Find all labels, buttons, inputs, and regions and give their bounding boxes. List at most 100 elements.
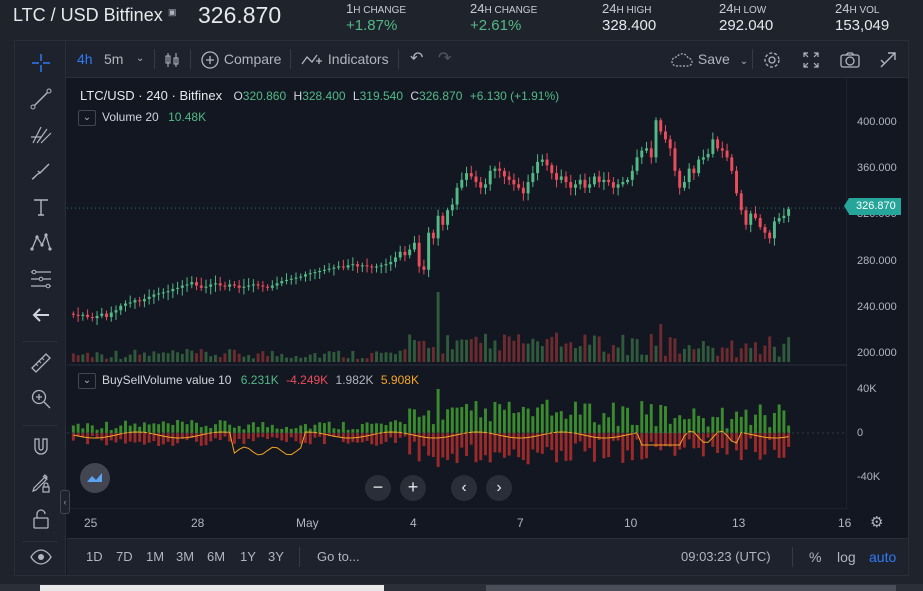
save-button[interactable]: Save ⌄ [670, 41, 748, 77]
candle [285, 279, 288, 282]
volume-collapse-icon[interactable]: ⌄ [78, 110, 96, 126]
buy-volume-bar [81, 428, 85, 433]
candle [394, 257, 397, 262]
sell-volume-bar [498, 433, 502, 453]
volume-bar [214, 354, 217, 362]
lock-drawings-icon[interactable] [27, 469, 55, 497]
tradingview-logo-icon[interactable] [80, 463, 110, 493]
compare-button[interactable]: Compare [200, 41, 281, 77]
percent-scale-toggle[interactable]: % [809, 549, 822, 565]
camera-icon[interactable] [839, 41, 861, 77]
zoom-in-button[interactable]: + [400, 475, 426, 501]
zoom-in-icon[interactable] [27, 385, 55, 413]
volume-bar [588, 344, 592, 362]
crosshair-icon[interactable] [27, 49, 55, 77]
interval-4h[interactable]: 4h [77, 51, 93, 67]
buy-volume-bar [313, 424, 317, 433]
sell-volume-bar [649, 433, 653, 442]
magnet-icon[interactable] [27, 433, 55, 461]
volume-bar [81, 354, 85, 362]
sell-volume-bar [90, 433, 94, 437]
volume-bar [777, 356, 781, 362]
volume-bar [735, 357, 738, 362]
publish-icon[interactable] [878, 41, 898, 77]
volume-bar [247, 354, 251, 362]
buy-volume-bar [626, 407, 630, 433]
legend-close-label: C [410, 89, 420, 103]
volume-bar [289, 357, 293, 362]
undo-icon[interactable]: ↶ [410, 50, 424, 67]
candle [678, 170, 682, 188]
toolbar-separator [154, 49, 155, 69]
candle [332, 267, 336, 269]
volume-bar [232, 349, 236, 362]
ruler-icon[interactable] [27, 349, 55, 377]
trend-line-icon[interactable] [27, 85, 55, 113]
lock-icon[interactable] [27, 505, 55, 533]
chart-toolbar: 4h 5m ⌄ Compare Indicators ↶ ↷ Save ⌄ [66, 41, 908, 78]
gear-icon[interactable] [762, 41, 782, 77]
buy-volume-bar [327, 421, 331, 433]
collapse-toolbar-icon[interactable]: ‹ [60, 490, 70, 514]
ticker-pair[interactable]: LTC / USD Bitfinex [13, 5, 163, 25]
log-scale-toggle[interactable]: log [837, 549, 856, 565]
fullscreen-icon[interactable] [802, 41, 820, 77]
auto-scale-toggle[interactable]: auto [869, 549, 897, 565]
page-scrollbar-thumb[interactable] [40, 585, 384, 591]
volume-bar [649, 334, 653, 362]
indicators-button[interactable]: Indicators [300, 41, 389, 77]
ticker-header: LTC / USD Bitfinex ▣ 326.870 1H CHANGE +1… [0, 0, 923, 40]
buy-volume-bar [360, 424, 364, 433]
text-tool-icon[interactable] [27, 193, 55, 221]
zoom-out-button[interactable]: − [365, 475, 391, 501]
axis-settings-gear-icon[interactable]: ⚙ [870, 514, 884, 531]
brush-icon[interactable] [27, 157, 55, 185]
save-label: Save [697, 51, 730, 67]
range-1y[interactable]: 1Y [240, 549, 256, 564]
page-scrollbar-segment[interactable] [486, 585, 896, 591]
bsv-label: BuySellVolume value 10 [102, 373, 232, 388]
sell-volume-bar [360, 433, 364, 443]
fib-retracement-icon[interactable] [27, 265, 55, 293]
volume-bar [673, 338, 677, 362]
goto-button[interactable]: Go to... [317, 549, 360, 564]
price-chart[interactable] [67, 79, 847, 509]
redo-icon[interactable]: ↷ [438, 50, 452, 67]
external-link-icon[interactable]: ▣ [168, 7, 177, 17]
range-3m[interactable]: 3M [176, 549, 195, 564]
eye-icon[interactable] [27, 543, 55, 571]
scroll-right-button[interactable]: › [486, 475, 512, 501]
bsv-collapse-icon[interactable]: ⌄ [78, 373, 96, 389]
sell-volume-bar [550, 433, 554, 451]
save-dropdown-icon[interactable]: ⌄ [739, 56, 749, 67]
volume-bar [394, 354, 397, 362]
range-3y[interactable]: 3Y [268, 549, 284, 564]
compare-label: Compare [223, 51, 282, 67]
sell-volume-bar [720, 433, 724, 449]
scroll-left-button[interactable]: ‹ [451, 475, 477, 501]
pitchfork-icon[interactable] [27, 121, 55, 149]
sell-volume-bar [313, 433, 317, 438]
sell-volume-bar [195, 433, 198, 442]
sell-volume-bar [161, 433, 165, 445]
sell-volume-bar [739, 433, 743, 461]
candle-style-icon[interactable] [164, 41, 180, 77]
interval-dropdown-icon[interactable]: ⌄ [136, 53, 145, 64]
back-arrow-icon[interactable] [27, 301, 55, 329]
range-7d[interactable]: 7D [116, 549, 133, 564]
interval-5m[interactable]: 5m [104, 51, 124, 67]
page-scrollbar-track[interactable] [0, 584, 923, 591]
sell-volume-bar [578, 433, 582, 442]
sell-volume-bar [105, 433, 108, 446]
pattern-icon[interactable] [27, 229, 55, 257]
utc-clock[interactable]: 09:03:23 (UTC) [681, 549, 771, 564]
volume-bar [71, 353, 75, 362]
buy-volume-bar [744, 409, 748, 433]
range-1d[interactable]: 1D [86, 549, 103, 564]
candle [351, 264, 355, 266]
candle [564, 176, 568, 183]
range-1m[interactable]: 1M [146, 549, 165, 564]
volume-bar [204, 351, 208, 362]
range-6m[interactable]: 6M [207, 549, 226, 564]
ticker-stat-value: 153,049 [835, 17, 890, 34]
